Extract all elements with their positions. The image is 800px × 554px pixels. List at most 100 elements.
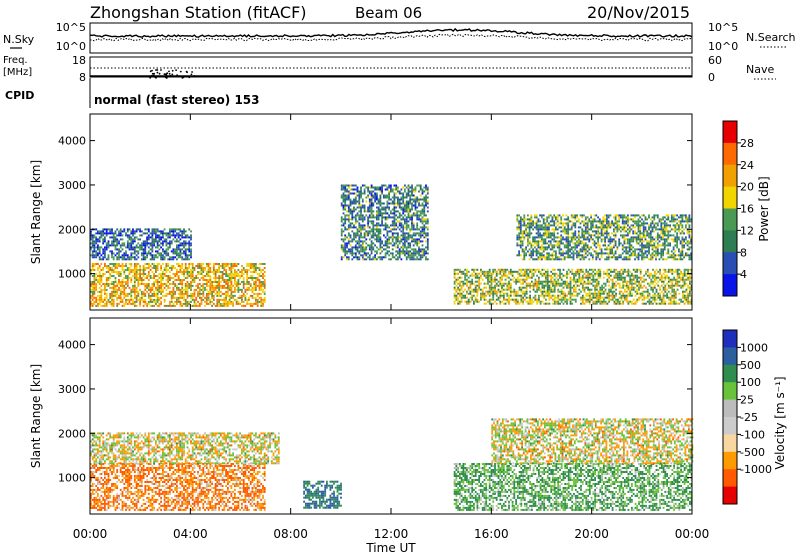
power-echo-cell xyxy=(214,286,217,289)
power-echo-cell xyxy=(216,298,219,301)
power-echo-cell xyxy=(179,279,182,281)
power-echo-cell xyxy=(471,272,474,275)
power-echo-cell xyxy=(660,298,663,301)
power-echo-cell xyxy=(515,280,517,283)
power-echo-cell xyxy=(183,292,185,295)
power-echo-cell xyxy=(242,304,245,307)
power-echo-cell xyxy=(571,272,574,275)
power-echo-cell xyxy=(379,188,382,191)
power-echo-cell xyxy=(135,290,138,293)
power-echo-cell xyxy=(426,228,429,231)
power-echo-cell xyxy=(205,302,208,305)
power-echo-cell xyxy=(384,228,387,231)
power-echo-cell xyxy=(197,286,199,289)
power-echo-cell xyxy=(174,275,177,277)
power-echo-cell xyxy=(528,226,531,229)
power-echo-cell xyxy=(667,296,670,299)
power-echo-cell xyxy=(167,275,170,277)
power-echo-cell xyxy=(604,302,607,305)
power-echo-cell xyxy=(253,283,256,285)
power-echo-cell xyxy=(118,283,120,285)
power-echo-cell xyxy=(156,244,159,247)
power-echo-cell xyxy=(601,300,603,303)
power-echo-cell xyxy=(130,258,133,261)
power-echo-cell xyxy=(606,296,609,299)
power-echo-cell xyxy=(170,269,173,271)
power-echo-cell xyxy=(416,198,419,201)
power-echo-cell xyxy=(480,288,482,291)
power-echo-cell xyxy=(495,302,498,305)
power-echo-cell xyxy=(144,284,147,287)
power-echo-cell xyxy=(555,272,558,275)
power-echo-cell xyxy=(105,302,108,305)
power-echo-cell xyxy=(177,277,180,279)
power-echo-cell xyxy=(610,270,612,273)
power-echo-cell xyxy=(216,294,219,297)
power-echo-cell xyxy=(183,279,185,281)
power-echo-cell xyxy=(367,194,369,197)
power-echo-cell xyxy=(469,296,472,299)
power-echo-cell xyxy=(256,298,259,301)
power-echo-cell xyxy=(353,198,355,201)
power-echo-cell xyxy=(476,274,479,277)
power-echo-cell xyxy=(340,186,343,189)
power-echo-cell xyxy=(551,252,554,255)
power-echo-cell xyxy=(474,268,477,271)
power-echo-cell xyxy=(260,275,263,277)
power-echo-cell xyxy=(398,200,401,203)
power-echo-cell xyxy=(149,244,152,247)
power-echo-cell xyxy=(95,277,98,279)
power-echo-cell xyxy=(255,267,257,269)
power-echo-cell xyxy=(368,226,371,229)
power-echo-cell xyxy=(404,208,406,211)
power-echo-cell xyxy=(230,269,233,271)
power-echo-cell xyxy=(631,294,633,297)
power-echo-cell xyxy=(263,292,266,295)
power-echo-cell xyxy=(130,269,133,271)
power-echo-cell xyxy=(372,224,375,227)
power-echo-cell xyxy=(549,254,552,257)
power-echo-cell xyxy=(351,252,354,255)
power-echo-cell xyxy=(114,281,117,283)
power-echo-cell xyxy=(592,274,595,277)
power-echo-cell xyxy=(235,271,238,273)
power-echo-cell xyxy=(655,278,658,281)
power-echo-cell xyxy=(662,286,665,289)
power-echo-cell xyxy=(678,268,681,271)
power-echo-cell xyxy=(560,278,563,281)
power-echo-cell xyxy=(130,256,133,259)
power-echo-cell xyxy=(125,286,127,289)
power-echo-cell xyxy=(137,228,140,231)
power-echo-cell xyxy=(595,270,598,273)
power-echo-cell xyxy=(102,256,105,259)
power-echo-cell xyxy=(230,265,233,267)
power-echo-cell xyxy=(211,288,213,291)
power-echo-cell xyxy=(181,258,184,261)
power-echo-cell xyxy=(622,276,625,279)
power-echo-cell xyxy=(255,279,257,281)
power-echo-cell xyxy=(611,298,614,301)
power-echo-cell xyxy=(423,250,426,253)
power-echo-cell xyxy=(534,268,537,271)
power-echo-cell xyxy=(244,298,247,301)
power-echo-cell xyxy=(459,276,461,279)
power-echo-cell xyxy=(601,302,603,305)
power-echo-cell xyxy=(536,286,538,289)
power-echo-cell xyxy=(638,282,640,285)
power-echo-cell xyxy=(239,283,241,285)
power-echo-cell xyxy=(104,228,106,231)
power-echo-cell xyxy=(358,252,361,255)
power-echo-cell xyxy=(163,300,166,303)
power-echo-cell xyxy=(116,267,119,269)
power-echo-cell xyxy=(569,278,572,281)
power-echo-cell xyxy=(395,232,398,235)
power-echo-cell xyxy=(405,232,408,235)
power-echo-cell xyxy=(365,238,368,241)
power-echo-cell xyxy=(349,234,352,237)
power-echo-cell xyxy=(395,254,398,257)
power-echo-cell xyxy=(412,204,415,207)
power-echo-cell xyxy=(521,220,524,223)
power-echo-cell xyxy=(638,268,640,271)
power-echo-cell xyxy=(414,234,417,237)
power-echo-cell xyxy=(255,288,257,291)
